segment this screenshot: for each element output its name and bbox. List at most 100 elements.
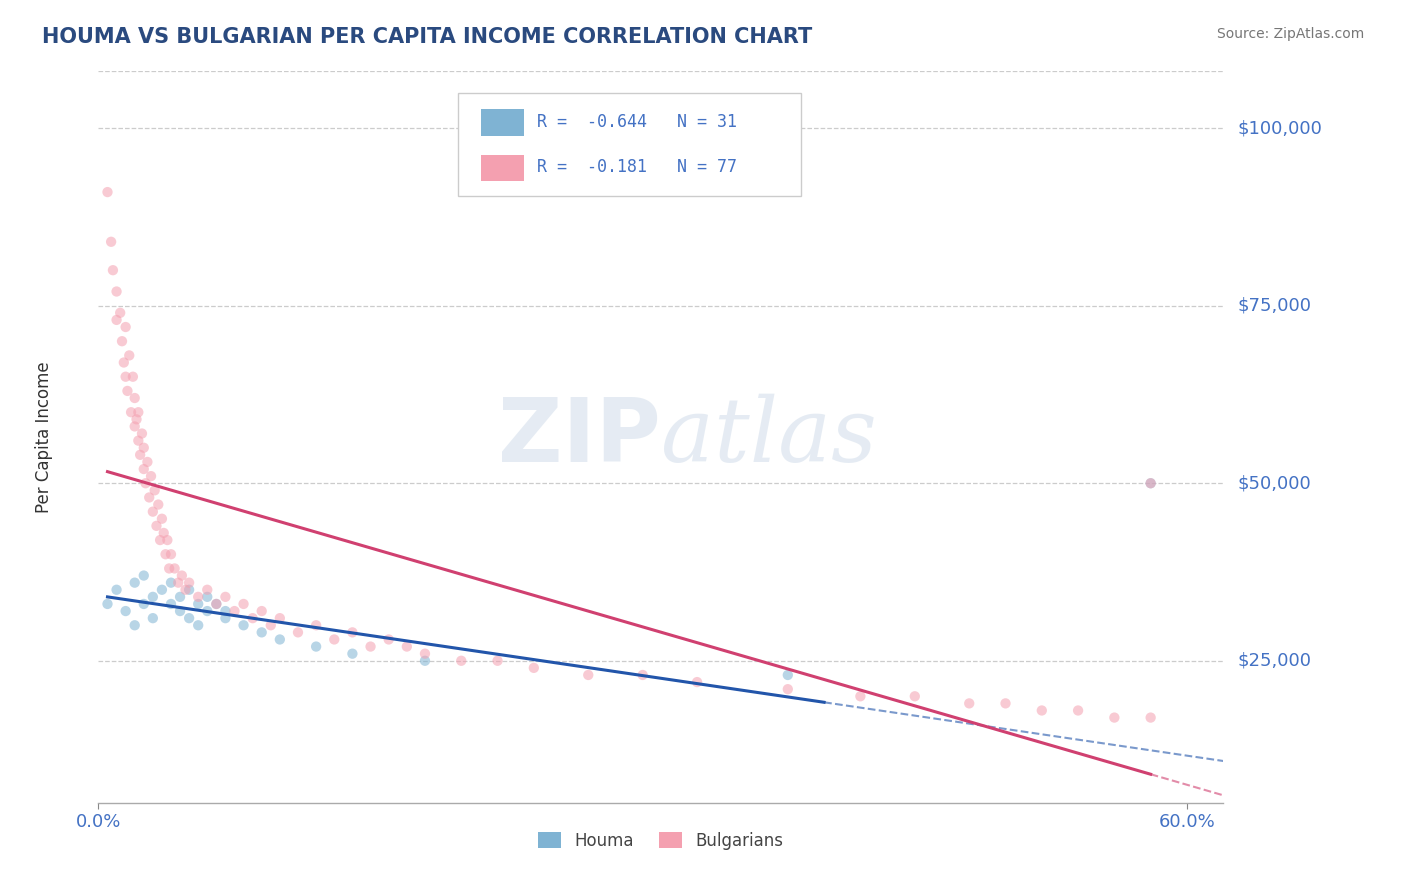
Point: [138, 491, 160, 505]
Point: [114, 604, 136, 618]
Point: [686, 675, 709, 690]
FancyBboxPatch shape: [458, 94, 801, 195]
Point: [145, 519, 167, 533]
Point: [132, 462, 155, 476]
Point: [179, 582, 201, 597]
Point: [849, 690, 872, 704]
Point: [224, 604, 246, 618]
Point: [250, 625, 273, 640]
Point: [260, 618, 283, 632]
Point: [135, 476, 157, 491]
Point: [205, 597, 228, 611]
Point: [413, 654, 436, 668]
Text: $75,000: $75,000: [1237, 297, 1312, 315]
Point: [105, 582, 128, 597]
Point: [904, 690, 927, 704]
Point: [631, 668, 654, 682]
Point: [269, 611, 291, 625]
Point: [142, 611, 165, 625]
Point: [142, 590, 165, 604]
Point: [523, 661, 546, 675]
Text: HOUMA VS BULGARIAN PER CAPITA INCOME CORRELATION CHART: HOUMA VS BULGARIAN PER CAPITA INCOME COR…: [42, 27, 813, 46]
Point: [132, 597, 155, 611]
Text: ZIP: ZIP: [498, 393, 661, 481]
Point: [377, 632, 399, 647]
Text: Per Capita Income: Per Capita Income: [35, 361, 53, 513]
Point: [287, 625, 309, 640]
Point: [150, 512, 173, 526]
Point: [214, 611, 236, 625]
Legend: Houma, Bulgarians: Houma, Bulgarians: [531, 825, 790, 856]
Text: atlas: atlas: [661, 393, 876, 481]
Point: [118, 348, 141, 362]
Point: [143, 483, 166, 498]
Text: R =  -0.181   N = 77: R = -0.181 N = 77: [537, 158, 737, 177]
Point: [122, 369, 145, 384]
Point: [1139, 710, 1161, 724]
Point: [205, 597, 228, 611]
Point: [100, 235, 122, 249]
Point: [108, 306, 131, 320]
Point: [1139, 476, 1161, 491]
Point: [170, 568, 193, 582]
Point: [111, 334, 134, 349]
Point: [124, 618, 146, 632]
Point: [120, 405, 142, 419]
Point: [413, 647, 436, 661]
Point: [112, 355, 135, 369]
Point: [163, 561, 186, 575]
Point: [160, 597, 183, 611]
Point: [179, 611, 201, 625]
Point: [139, 469, 162, 483]
Text: $50,000: $50,000: [1237, 475, 1310, 492]
Point: [174, 582, 197, 597]
Point: [105, 285, 128, 299]
Point: [305, 618, 328, 632]
Point: [117, 384, 139, 398]
Point: [1031, 704, 1053, 718]
Point: [776, 682, 799, 697]
Point: [1067, 704, 1090, 718]
Point: [96, 185, 118, 199]
Point: [269, 632, 291, 647]
Point: [187, 597, 209, 611]
Point: [114, 320, 136, 334]
Point: [250, 604, 273, 618]
Point: [395, 640, 418, 654]
Point: [148, 498, 170, 512]
Text: Source: ZipAtlas.com: Source: ZipAtlas.com: [1216, 27, 1364, 41]
Point: [242, 611, 264, 625]
Point: [124, 419, 146, 434]
Point: [169, 590, 191, 604]
Point: [195, 582, 218, 597]
Point: [142, 505, 165, 519]
Point: [323, 632, 346, 647]
FancyBboxPatch shape: [481, 110, 523, 136]
Point: [101, 263, 124, 277]
Point: [187, 590, 209, 604]
Point: [450, 654, 472, 668]
Point: [486, 654, 509, 668]
FancyBboxPatch shape: [481, 154, 523, 181]
Point: [1104, 710, 1126, 724]
Point: [114, 369, 136, 384]
Point: [169, 604, 191, 618]
Point: [1139, 476, 1161, 491]
Point: [195, 590, 218, 604]
Point: [125, 412, 148, 426]
Point: [127, 434, 149, 448]
Point: [136, 455, 159, 469]
Point: [195, 604, 218, 618]
Text: $100,000: $100,000: [1237, 120, 1322, 137]
Text: R =  -0.644   N = 31: R = -0.644 N = 31: [537, 112, 737, 131]
Text: $25,000: $25,000: [1237, 652, 1312, 670]
Point: [157, 561, 180, 575]
Point: [152, 525, 174, 540]
Point: [214, 604, 236, 618]
Point: [132, 568, 155, 582]
Point: [342, 647, 364, 661]
Point: [150, 582, 173, 597]
Point: [360, 640, 382, 654]
Point: [131, 426, 153, 441]
Point: [179, 575, 201, 590]
